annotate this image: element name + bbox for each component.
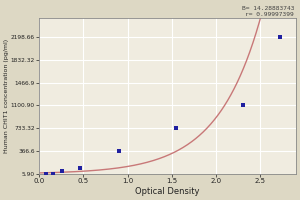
Y-axis label: Human CHIT1 concentration (pg/ml): Human CHIT1 concentration (pg/ml) bbox=[4, 39, 9, 153]
Point bbox=[51, 172, 56, 175]
Point bbox=[174, 127, 179, 130]
Point bbox=[44, 172, 49, 175]
Point bbox=[116, 149, 121, 153]
Text: B= 14.28883743
r= 0.99997399: B= 14.28883743 r= 0.99997399 bbox=[242, 6, 294, 17]
Point bbox=[278, 35, 282, 39]
Point bbox=[240, 104, 245, 107]
X-axis label: Optical Density: Optical Density bbox=[135, 187, 200, 196]
Point bbox=[77, 167, 82, 170]
Point bbox=[60, 169, 64, 173]
